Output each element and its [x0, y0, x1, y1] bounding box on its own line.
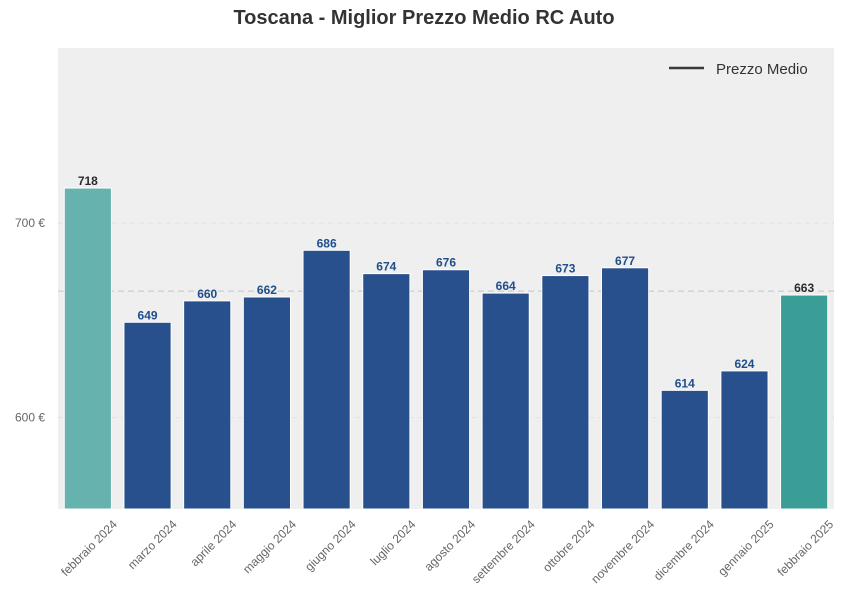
- bar-value-label: 718: [78, 174, 98, 188]
- bar-value-label: 673: [555, 262, 575, 276]
- x-tick-label: luglio 2024: [367, 517, 418, 568]
- bar: [362, 273, 411, 510]
- chart-title: Toscana - Miglior Prezzo Medio RC Auto: [233, 7, 615, 29]
- x-tick-label: agosto 2024: [422, 517, 479, 574]
- x-tick-label: ottobre 2024: [540, 517, 598, 575]
- bar: [63, 187, 112, 510]
- y-tick-label: 600 €: [15, 411, 45, 425]
- legend: Prezzo Medio: [669, 61, 808, 78]
- bar: [660, 389, 709, 510]
- bar-value-label: 686: [317, 236, 337, 250]
- x-tick-label: marzo 2024: [125, 517, 180, 572]
- x-axis-ticks: febbraio 2024 marzo 2024 aprile 2024 maggio…: [58, 517, 836, 586]
- y-tick-label: 700 €: [15, 216, 45, 230]
- x-tick-label: giugno 2024: [302, 517, 359, 574]
- bar-value-label: 614: [675, 376, 695, 390]
- bar: [183, 300, 232, 510]
- bar-value-label: 649: [138, 308, 158, 322]
- bar-value-label: 676: [436, 256, 456, 270]
- x-tick-label: settembre 2024: [469, 517, 538, 586]
- x-tick-label: aprile 2024: [187, 517, 239, 569]
- bars: 718 649 660 662 686 674 676 664 673 677 614 624 663: [63, 174, 829, 510]
- bar-value-label: 624: [734, 357, 754, 371]
- x-tick-label: febbraio 2024: [58, 517, 120, 579]
- bar: [242, 296, 292, 510]
- x-tick-label: maggio 2024: [240, 517, 299, 576]
- y-axis-ticks: 600 € 700 €: [15, 216, 45, 425]
- bar-value-label: 663: [794, 281, 814, 295]
- bar: [780, 294, 829, 510]
- bar-value-label: 660: [197, 287, 217, 301]
- bar: [123, 321, 172, 510]
- x-tick-label: gennaio 2025: [715, 517, 777, 579]
- x-tick-label: febbraio 2025: [774, 517, 836, 579]
- x-tick-label: dicembre 2024: [651, 517, 717, 583]
- bar: [720, 370, 769, 510]
- bar: [421, 269, 471, 510]
- bar-value-label: 662: [257, 283, 277, 297]
- bar: [481, 292, 530, 510]
- x-tick-label: novembre 2024: [588, 517, 657, 586]
- bar: [302, 249, 351, 510]
- bar: [541, 275, 590, 510]
- bar-value-label: 664: [496, 279, 516, 293]
- legend-label: Prezzo Medio: [716, 61, 808, 78]
- bar-value-label: 677: [615, 254, 635, 268]
- bar: [600, 267, 650, 510]
- bar-value-label: 674: [376, 260, 396, 274]
